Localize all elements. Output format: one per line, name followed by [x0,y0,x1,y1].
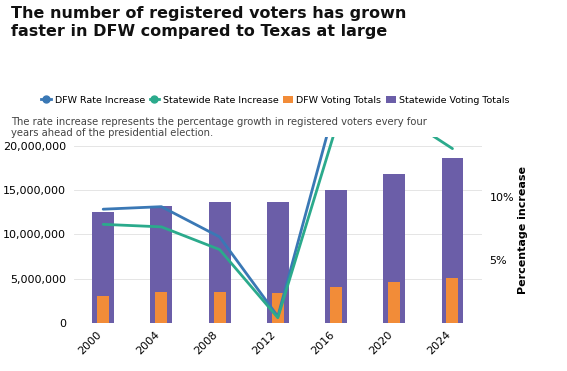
Legend: DFW Rate Increase, Statewide Rate Increase, DFW Voting Totals, Statewide Voting : DFW Rate Increase, Statewide Rate Increa… [37,92,514,108]
Bar [97,296,109,323]
Bar [92,212,114,323]
Bar [325,190,347,323]
Bar [150,206,172,323]
Bar [214,292,226,323]
Y-axis label: Percentage increase: Percentage increase [518,166,528,294]
Bar [272,293,284,323]
Bar [209,202,231,323]
Text: The number of registered voters has grown
faster in DFW compared to Texas at lar: The number of registered voters has grow… [11,6,407,39]
Bar [330,288,342,323]
Bar [442,158,463,323]
Bar [383,174,405,323]
Text: The rate increase represents the percentage growth in registered voters every fo: The rate increase represents the percent… [11,117,427,138]
Bar [446,278,459,323]
Bar [388,282,400,323]
Bar [267,202,289,323]
Bar [155,292,167,323]
